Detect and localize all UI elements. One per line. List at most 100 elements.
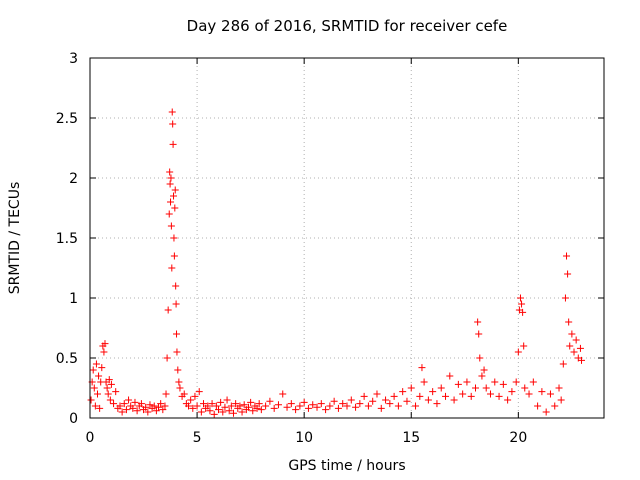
data-point [238, 408, 246, 416]
data-point [472, 384, 479, 392]
data-point [185, 402, 193, 410]
data-point [168, 264, 176, 272]
data-point [131, 398, 139, 406]
data-point [142, 403, 150, 411]
data-point [137, 400, 145, 408]
data-point [551, 402, 559, 410]
data-point [89, 366, 97, 374]
y-axis-title: SRMTID / TECUs [7, 182, 23, 295]
data-point [176, 384, 184, 392]
data-point [206, 407, 214, 415]
data-point [274, 401, 282, 409]
data-point [360, 392, 368, 400]
data-point [343, 402, 351, 410]
data-point [164, 306, 172, 314]
data-point [150, 402, 158, 410]
data-point [240, 401, 248, 409]
data-point [221, 403, 229, 411]
data-point [172, 300, 180, 308]
data-point [304, 404, 312, 412]
data-point [172, 282, 180, 290]
data-point [266, 397, 274, 405]
data-point [168, 108, 176, 116]
data-point [377, 404, 385, 412]
data-point [364, 402, 372, 410]
data-point [394, 402, 402, 410]
data-point [90, 384, 98, 392]
data-point [197, 408, 205, 416]
data-point [514, 348, 522, 356]
data-point [283, 403, 291, 411]
data-point [279, 390, 287, 398]
data-point [518, 300, 526, 308]
data-point [566, 342, 574, 350]
data-point [561, 294, 569, 302]
y-tick-label: 0.5 [56, 351, 78, 367]
data-point [504, 396, 512, 404]
data-point [516, 294, 524, 302]
data-point [420, 378, 428, 386]
data-point [568, 330, 576, 338]
y-tick-label: 0 [69, 411, 78, 427]
data-point [262, 402, 270, 410]
data-point [169, 140, 177, 148]
data-point [118, 408, 126, 416]
data-point [454, 380, 462, 388]
x-tick-label: 5 [193, 430, 202, 446]
data-point [125, 396, 133, 404]
data-point [100, 348, 108, 356]
data-point [300, 398, 308, 406]
data-point [565, 318, 573, 326]
data-point [459, 390, 467, 398]
x-tick-label: 15 [402, 430, 420, 446]
data-point [159, 406, 167, 414]
data-point [227, 402, 235, 410]
data-point [546, 390, 554, 398]
data-point [95, 372, 103, 380]
data-point [93, 390, 101, 398]
data-point [212, 402, 220, 410]
data-point [478, 372, 486, 380]
data-point [210, 410, 218, 418]
data-point [416, 392, 424, 400]
data-point [463, 378, 471, 386]
data-point [292, 406, 300, 414]
data-point [180, 390, 188, 398]
chart-title: Day 286 of 2016, SRMTID for receiver cef… [187, 17, 508, 35]
data-point [174, 366, 182, 374]
data-point [200, 400, 208, 408]
data-point [162, 390, 170, 398]
data-point [356, 400, 364, 408]
data-point [491, 378, 499, 386]
data-point [146, 401, 154, 409]
data-point [270, 404, 278, 412]
data-point [296, 402, 304, 410]
data-point [418, 364, 426, 372]
data-point [559, 360, 567, 368]
data-point [144, 408, 152, 416]
data-point [429, 388, 437, 396]
data-point [563, 252, 571, 260]
data-point [317, 400, 325, 408]
data-point [189, 404, 197, 412]
data-point [474, 318, 482, 326]
data-point [482, 384, 490, 392]
data-point [195, 388, 203, 396]
data-point [170, 192, 178, 200]
data-point [534, 402, 542, 410]
data-point [170, 234, 178, 242]
data-point [339, 400, 347, 408]
data-point [91, 402, 99, 410]
data-point [382, 396, 390, 404]
data-point [309, 401, 317, 409]
data-point [169, 120, 177, 128]
data-point [570, 348, 578, 356]
y-tick-label: 2 [69, 171, 78, 187]
data-point [171, 204, 179, 212]
data-point [555, 384, 563, 392]
data-point [244, 403, 252, 411]
data-point [433, 400, 441, 408]
data-point [166, 168, 174, 176]
data-point [225, 407, 233, 415]
